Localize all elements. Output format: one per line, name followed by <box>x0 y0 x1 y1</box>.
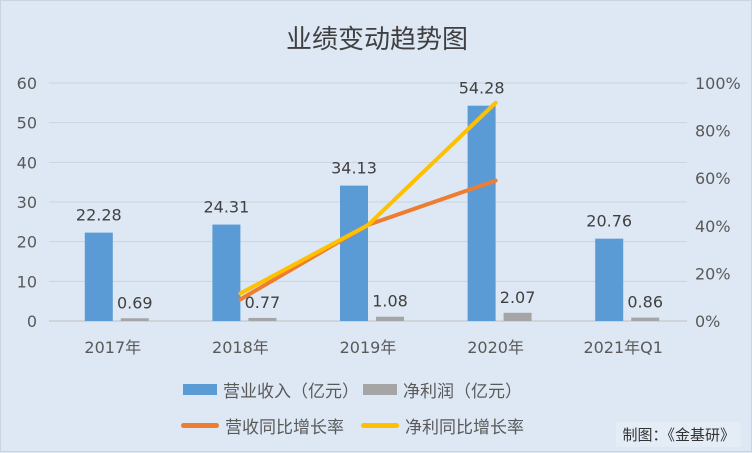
credit-text: 制图：《金基研》 <box>616 422 741 447</box>
legend-profit-growth: 净利同比增长率 <box>361 413 524 438</box>
data-label: 20.76 <box>586 212 632 231</box>
data-label: 0.77 <box>245 293 281 312</box>
left-tick-label: 10 <box>17 272 37 291</box>
data-label: 34.13 <box>331 159 377 178</box>
x-tick-label: 2021年Q1 <box>583 338 663 357</box>
data-label: 1.08 <box>372 292 408 311</box>
right-tick-label: 100% <box>695 74 741 93</box>
legend-label: 净利润（亿元） <box>403 382 522 402</box>
right-tick-label: 20% <box>695 264 731 283</box>
revenue-bar <box>340 185 368 321</box>
data-label: 0.69 <box>117 293 153 312</box>
legend-swatch <box>363 384 397 395</box>
revenue-bar <box>467 105 496 321</box>
left-tick-label: 30 <box>17 193 37 212</box>
profit-bar <box>248 317 277 321</box>
profit-bar <box>631 317 660 321</box>
legend-label: 净利同比增长率 <box>405 418 524 438</box>
legend-revenue-growth: 营收同比增长率 <box>181 413 344 438</box>
x-tick-label: 2017年 <box>84 338 141 357</box>
left-tick-label: 20 <box>17 233 37 252</box>
right-tick-label: 40% <box>695 217 731 236</box>
legend-profit: 净利润（亿元） <box>363 377 522 402</box>
right-tick-label: 60% <box>695 169 731 188</box>
legend-swatch <box>183 384 217 395</box>
revenue-bar <box>595 238 624 321</box>
left-tick-label: 40 <box>17 153 37 172</box>
profit-bar <box>376 316 404 321</box>
left-tick-label: 60 <box>17 74 37 93</box>
legend-label: 营收同比增长率 <box>225 418 344 438</box>
revenue-bar <box>84 232 113 321</box>
profit-growth-line <box>238 100 498 296</box>
x-tick-label: 2018年 <box>212 338 269 357</box>
legend-label: 营业收入（亿元） <box>223 382 359 402</box>
x-tick-label: 2019年 <box>340 338 397 357</box>
data-label: 0.86 <box>627 293 663 312</box>
left-tick-label: 50 <box>17 114 37 133</box>
revenue-bar <box>212 224 241 321</box>
left-tick-label: 0 <box>27 312 37 331</box>
x-tick-label: 2020年 <box>467 338 524 357</box>
right-tick-label: 0% <box>695 312 720 331</box>
legend-revenue: 营业收入（亿元） <box>183 377 359 402</box>
right-tick-label: 80% <box>695 122 731 141</box>
legend-swatch <box>361 423 399 428</box>
profit-bar <box>503 312 532 321</box>
data-label: 22.28 <box>76 206 122 225</box>
profit-bar <box>120 318 149 321</box>
data-label: 24.31 <box>203 198 249 217</box>
chart-title: 业绩变动趋势图 <box>285 25 468 55</box>
legend-swatch <box>181 423 219 428</box>
data-label: 54.28 <box>459 79 505 98</box>
data-label: 2.07 <box>500 288 536 307</box>
